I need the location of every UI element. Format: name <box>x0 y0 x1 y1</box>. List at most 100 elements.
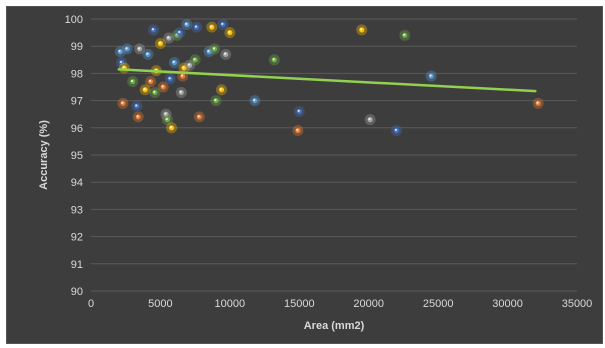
y-tick-label: 94 <box>71 177 83 189</box>
data-point-highlight <box>368 117 371 121</box>
data-point <box>203 46 215 58</box>
data-point <box>178 62 190 74</box>
x-tick-label: 5000 <box>148 298 172 310</box>
y-tick-label: 90 <box>71 286 83 298</box>
data-point-highlight <box>153 90 156 93</box>
data-point <box>164 73 176 85</box>
data-point <box>127 76 139 88</box>
data-point-highlight <box>212 47 216 50</box>
data-point-highlight <box>161 85 164 88</box>
data-point-highlight <box>228 30 231 34</box>
data-point <box>114 46 126 58</box>
data-point <box>425 70 437 82</box>
data-point-highlight <box>164 112 167 115</box>
data-point <box>268 54 280 66</box>
data-point-highlight <box>122 66 125 69</box>
y-tick-label: 98 <box>71 68 83 80</box>
y-tick-label: 91 <box>71 259 83 271</box>
data-point <box>216 84 228 96</box>
data-point-highlight <box>536 101 539 104</box>
y-tick-label: 97 <box>71 96 83 108</box>
data-point <box>356 24 368 36</box>
data-point <box>134 43 146 55</box>
data-point-highlight <box>178 30 181 34</box>
data-point <box>154 37 166 49</box>
data-point-highlight <box>158 41 161 44</box>
data-point-highlight <box>172 60 175 64</box>
y-axis-ticks: 90 91 92 93 94 95 96 97 98 99 100 <box>65 14 83 298</box>
y-tick-label: 96 <box>71 123 83 135</box>
data-point-highlight <box>169 126 173 129</box>
data-point <box>532 97 544 109</box>
data-point <box>147 24 159 36</box>
data-point-highlight <box>125 47 128 50</box>
data-point-highlight <box>221 22 224 25</box>
data-point <box>293 105 305 117</box>
gridlines <box>91 18 577 292</box>
data-point-highlight <box>136 115 139 118</box>
data-point <box>166 122 178 134</box>
data-point <box>132 111 144 123</box>
data-point-highlight <box>179 90 182 93</box>
data-point-highlight <box>167 36 170 39</box>
data-point-highlight <box>197 115 200 118</box>
data-point <box>131 100 143 112</box>
data-point-highlight <box>119 60 123 64</box>
data-point-highlight <box>296 128 299 132</box>
y-tick-label: 93 <box>71 204 83 216</box>
x-tick-label: 20000 <box>353 298 384 310</box>
y-tick-label: 99 <box>71 41 83 53</box>
data-point-highlight <box>135 104 138 107</box>
data-point <box>209 43 221 55</box>
data-point <box>161 114 173 126</box>
data-point-highlight <box>143 88 146 91</box>
data-point-highlight <box>194 25 198 28</box>
data-point <box>116 57 128 69</box>
data-point <box>174 27 186 39</box>
x-tick-label: 0 <box>88 298 94 310</box>
y-tick-label: 95 <box>71 150 83 162</box>
data-point-highlight <box>429 74 432 77</box>
data-point-highlight <box>146 52 149 55</box>
data-point-highlight <box>207 49 210 53</box>
data-point-highlight <box>360 28 363 31</box>
data-point-highlight <box>130 79 134 83</box>
data-point-highlight <box>168 77 171 80</box>
data-point <box>118 62 130 74</box>
data-point <box>217 18 229 30</box>
trendline-group <box>117 68 537 93</box>
data-point-highlight <box>272 58 275 61</box>
data-point-highlight <box>185 22 188 25</box>
data-point <box>249 95 261 107</box>
data-point-highlight <box>210 25 213 28</box>
data-point <box>157 81 169 93</box>
data-point <box>220 48 232 60</box>
data-point-highlight <box>165 117 168 121</box>
x-axis-title: Area (mm2) <box>304 320 365 332</box>
data-point <box>364 114 376 126</box>
data-point <box>181 18 193 30</box>
data-point-highlight <box>223 52 227 55</box>
y-axis-title: Accuracy (%) <box>38 120 50 190</box>
data-points <box>114 18 544 137</box>
x-axis-ticks: 0 5000 10000 15000 20000 25000 30000 35000 <box>88 298 592 310</box>
data-point <box>399 29 411 41</box>
data-point-highlight <box>137 47 141 50</box>
data-point-highlight <box>187 63 191 66</box>
x-tick-label: 30000 <box>492 298 523 310</box>
data-point <box>149 86 161 98</box>
data-point <box>193 111 205 123</box>
x-tick-label: 25000 <box>423 298 454 310</box>
data-point <box>210 95 222 107</box>
data-point-highlight <box>214 98 217 102</box>
x-tick-label: 15000 <box>284 298 315 310</box>
data-point <box>224 27 236 39</box>
data-point <box>121 43 133 55</box>
data-point-highlight <box>297 109 300 112</box>
data-point-highlight <box>394 128 397 132</box>
y-tick-label: 92 <box>71 232 83 244</box>
data-point-highlight <box>403 33 406 36</box>
x-tick-label: 35000 <box>562 298 593 310</box>
data-point <box>168 57 180 69</box>
trendline <box>117 68 537 93</box>
